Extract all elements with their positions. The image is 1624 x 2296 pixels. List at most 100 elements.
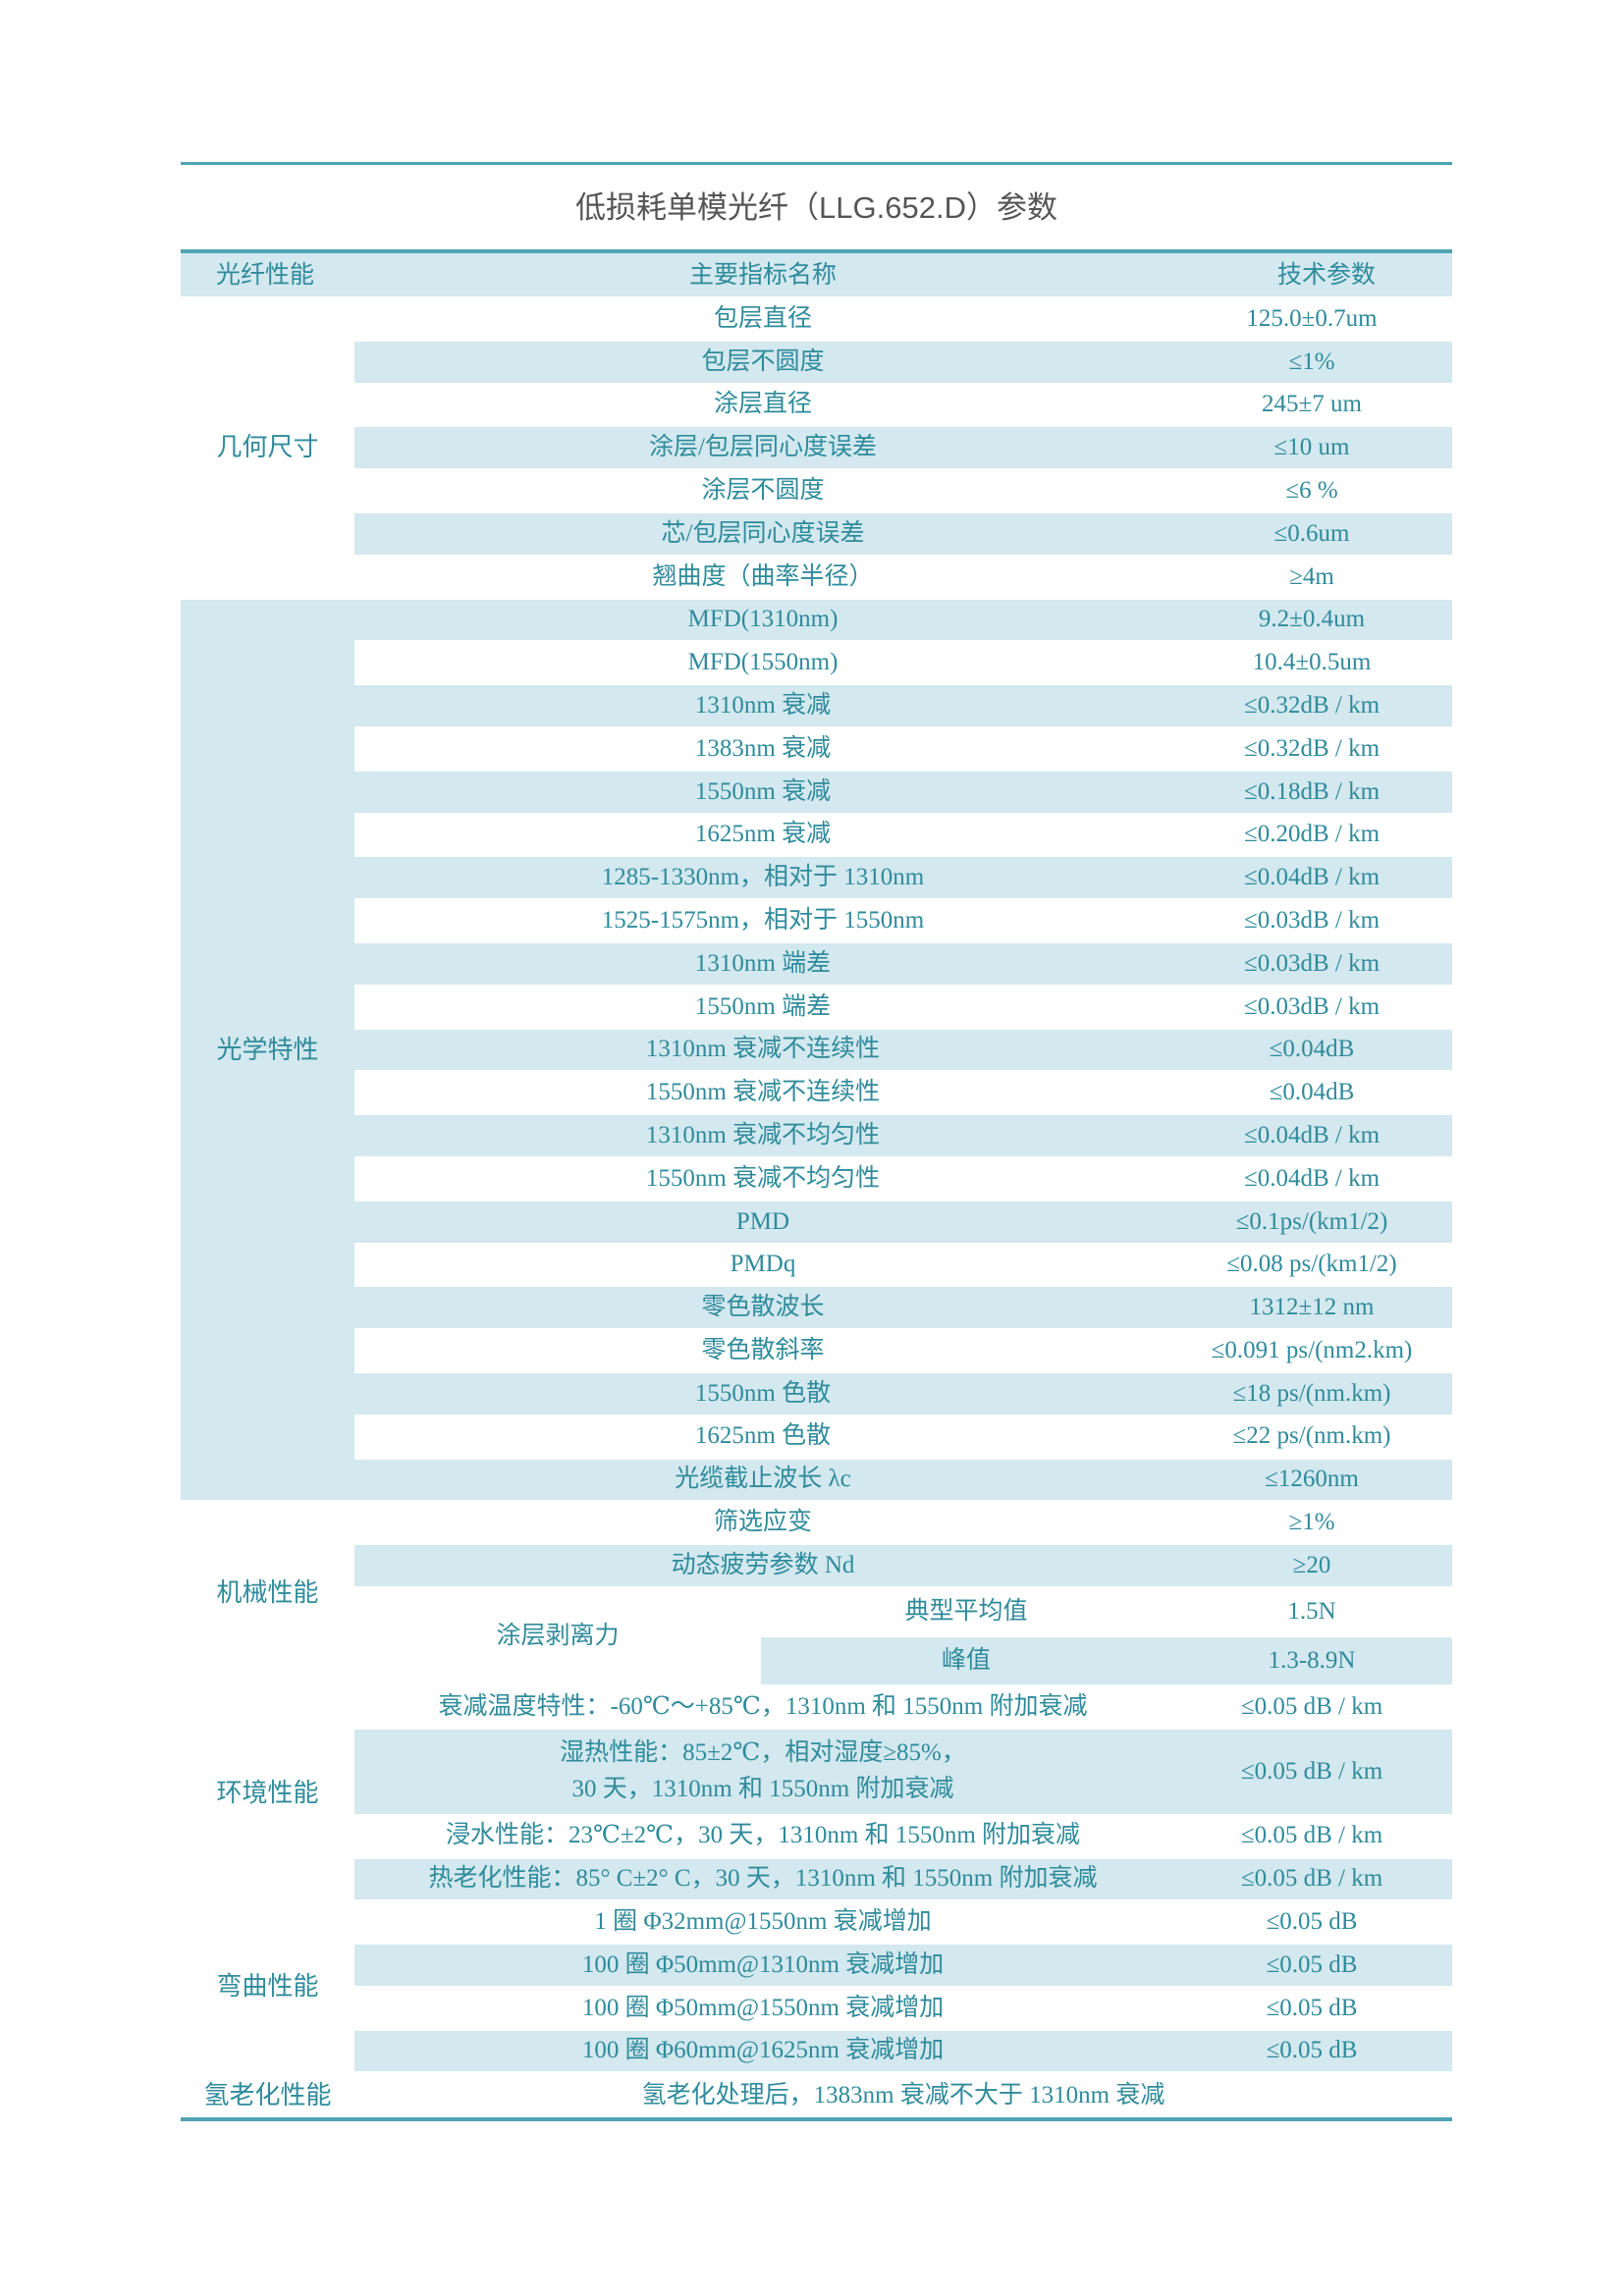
table-row: 光学特性 MFD(1310nm) 9.2±0.4um <box>181 598 1453 1503</box>
parameter-name: 1310nm 衰减 <box>694 691 832 719</box>
parameter-name: 衰减温度特性：-60℃～+85℃，1310nm 和 1550nm 附加衰减 <box>438 1692 1088 1720</box>
value-cell: ≤22 ps/(nm.km) <box>1171 1415 1453 1460</box>
parameter-name: 涂层/包层同心度误差 <box>649 434 877 461</box>
value-cell: ≤1% <box>1171 340 1453 385</box>
parameter-name-cell: 1625nm 衰减 <box>354 813 1172 858</box>
value-cell: ≤0.03dB / km <box>1171 899 1453 943</box>
table-row: 涂层直径 245±7 um <box>181 383 1453 428</box>
value-cell: ≥20 <box>1171 1544 1453 1588</box>
value-cell: ≤0.03dB / km <box>1171 985 1453 1030</box>
value-cell: ≤6 % <box>1171 469 1453 513</box>
parameter-name-cell: PMDq <box>354 1243 1172 1288</box>
table-row: 1285-1330nm，相对于 1310nm ≤0.04dB / km <box>181 856 1453 901</box>
parameter-name-cell: 零色散波长 <box>354 1286 1172 1331</box>
value-cell: ≤0.04dB / km <box>1171 856 1453 901</box>
category-cell: 氢老化性能 <box>181 2072 354 2121</box>
value-cell: 1.3-8.9N <box>1171 1635 1453 1686</box>
parameter-name: 1550nm 衰减不连续性 <box>645 1079 881 1106</box>
value-cell: ≤18 ps/(nm.km) <box>1171 1371 1453 1416</box>
sub-parameter-name-cell: 典型平均值 <box>761 1586 1172 1637</box>
table-row: PMDq ≤0.08 ps/(km1/2) <box>181 1243 1453 1288</box>
value-cell: 9.2±0.4um <box>1171 598 1453 643</box>
table-row: 1310nm 衰减 ≤0.32dB / km <box>181 684 1453 728</box>
parameter-name-cell: 零色散斜率 <box>354 1329 1172 1373</box>
table-row: 湿热性能：85±2℃，相对湿度≥85%， 30 天，1310nm 和 1550nm… <box>181 1728 1453 1816</box>
table-row: 1310nm 衰减不均匀性 ≤0.04dB / km <box>181 1114 1453 1158</box>
table-row: MFD(1550nm) 10.4±0.5um <box>181 641 1453 686</box>
parameter-name: 包层直径 <box>714 304 813 332</box>
parameter-name: 100 圈 Φ60mm@1625nm 衰减增加 <box>581 2037 945 2064</box>
parameter-name: 零色散波长 <box>701 1294 825 1321</box>
parameter-name: 1525-1575nm，相对于 1550nm <box>601 906 925 934</box>
value-cell: ≤1260nm <box>1171 1458 1453 1503</box>
value-cell: 125.0±0.7um <box>1171 297 1453 342</box>
parameter-name-cell: 1310nm 衰减 <box>354 684 1172 728</box>
parameter-name: 1 圈 Φ32mm@1550nm 衰减增加 <box>594 1908 932 1936</box>
parameter-name-cell: 涂层不圆度 <box>354 469 1172 513</box>
parameter-name-cell: 涂层剥离力 <box>354 1586 761 1686</box>
parameter-name: 1310nm 衰减不连续性 <box>645 1036 881 1063</box>
table-row: 弯曲性能 1 圈 Φ32mm@1550nm 衰减增加 ≤0.05 dB <box>181 1900 1453 2074</box>
parameter-name-cell: 100 圈 Φ60mm@1625nm 衰减增加 <box>354 2029 1172 2074</box>
value-cell: ≤0.091 ps/(nm2.km) <box>1171 1329 1453 1373</box>
parameter-name-cell: 动态疲劳参数 Nd <box>354 1544 1172 1588</box>
table-row: 涂层剥离力 典型平均值 1.5N <box>181 1586 1453 1686</box>
value-cell: ≤0.05 dB / km <box>1171 1684 1453 1730</box>
parameter-name-cell: 1550nm 端差 <box>354 985 1172 1030</box>
table-row: 100 圈 Φ50mm@1550nm 衰减增加 ≤0.05 dB <box>181 1986 1453 2031</box>
parameter-name-cell: MFD(1550nm) <box>354 641 1172 686</box>
parameter-name: 1550nm 端差 <box>694 992 832 1020</box>
parameter-name-cell: 包层不圆度 <box>354 340 1172 385</box>
parameter-name: 1625nm 色散 <box>694 1422 832 1450</box>
parameter-name-cell: 筛选应变 <box>354 1501 1172 1546</box>
value-cell: 10.4±0.5um <box>1171 641 1453 686</box>
value-cell: ≤0.05 dB <box>1171 1986 1453 2031</box>
parameter-name-cell: MFD(1310nm) <box>354 598 1172 643</box>
parameter-name-cell: 1285-1330nm，相对于 1310nm <box>354 856 1172 901</box>
table-row: PMD ≤0.1ps/(km1/2) <box>181 1200 1453 1245</box>
parameter-name-line2: 30 天，1310nm 和 1550nm 附加衰减 <box>571 1775 954 1802</box>
table-header-row: 光纤性能 主要指标名称 技术参数 <box>181 251 1453 298</box>
category-cell: 弯曲性能 <box>181 1900 354 2074</box>
table-row: 零色散斜率 ≤0.091 ps/(nm2.km) <box>181 1329 1453 1373</box>
parameter-name-cell: 1310nm 衰减不连续性 <box>354 1028 1172 1073</box>
table-row: 1550nm 衰减 ≤0.18dB / km <box>181 770 1453 815</box>
parameter-name: 湿热性能：85±2℃，相对湿度≥85%， <box>560 1739 966 1767</box>
parameter-name: 涂层直径 <box>714 391 813 418</box>
value-cell: ≤0.6um <box>1171 511 1453 557</box>
parameter-name-cell: 1 圈 Φ32mm@1550nm 衰减增加 <box>354 1900 1172 1946</box>
parameter-name: 翘曲度（曲率半径） <box>652 562 874 590</box>
value-cell: ≤0.05 dB <box>1171 1944 1453 1988</box>
parameter-name-cell: 1550nm 色散 <box>354 1371 1172 1416</box>
value-cell: ≤0.20dB / km <box>1171 813 1453 858</box>
parameter-name: 包层不圆度 <box>701 347 825 375</box>
value-cell: ≥4m <box>1171 555 1453 600</box>
header-name: 主要指标名称 <box>354 251 1172 298</box>
value-cell: ≤0.08 ps/(km1/2) <box>1171 1243 1453 1288</box>
parameter-name-cell: 1525-1575nm，相对于 1550nm <box>354 899 1172 943</box>
table-row: 1310nm 端差 ≤0.03dB / km <box>181 941 1453 987</box>
table-row: 浸水性能：23℃±2℃，30 天，1310nm 和 1550nm 附加衰减 ≤0.… <box>181 1814 1453 1859</box>
table-row: 环境性能 衰减温度特性：-60℃～+85℃，1310nm 和 1550nm 附加衰… <box>181 1684 1453 1902</box>
value-cell: ≤0.04dB <box>1171 1071 1453 1116</box>
category-cell: 几何尺寸 <box>181 297 354 600</box>
parameter-name-cell: 1625nm 色散 <box>354 1415 1172 1460</box>
parameter-name: MFD(1310nm) <box>687 606 839 633</box>
parameter-name-cell: 芯/包层同心度误差 <box>354 511 1172 557</box>
category-cell: 环境性能 <box>181 1684 354 1902</box>
table-row: 1550nm 衰减不均匀性 ≤0.04dB / km <box>181 1156 1453 1201</box>
table-row: 1550nm 端差 ≤0.03dB / km <box>181 985 1453 1030</box>
value-cell: 1.5N <box>1171 1586 1453 1637</box>
table-row: 1525-1575nm，相对于 1550nm ≤0.03dB / km <box>181 899 1453 943</box>
page-title: 低损耗单模光纤（LLG.652.D）参数 <box>575 190 1057 225</box>
value-cell: ≤0.18dB / km <box>1171 770 1453 815</box>
parameter-name-cell: 1310nm 端差 <box>354 941 1172 987</box>
parameter-name: 100 圈 Φ50mm@1550nm 衰减增加 <box>581 1994 945 2021</box>
parameter-name: 1383nm 衰减 <box>694 734 832 762</box>
value-cell: ≤0.1ps/(km1/2) <box>1171 1200 1453 1245</box>
table-row: 翘曲度（曲率半径） ≥4m <box>181 555 1453 600</box>
parameter-name: 零色散斜率 <box>701 1336 825 1363</box>
parameter-name-cell: 包层直径 <box>354 297 1172 342</box>
table-row: 1625nm 衰减 ≤0.20dB / km <box>181 813 1453 858</box>
parameter-name: 1550nm 衰减不均匀性 <box>645 1164 881 1192</box>
